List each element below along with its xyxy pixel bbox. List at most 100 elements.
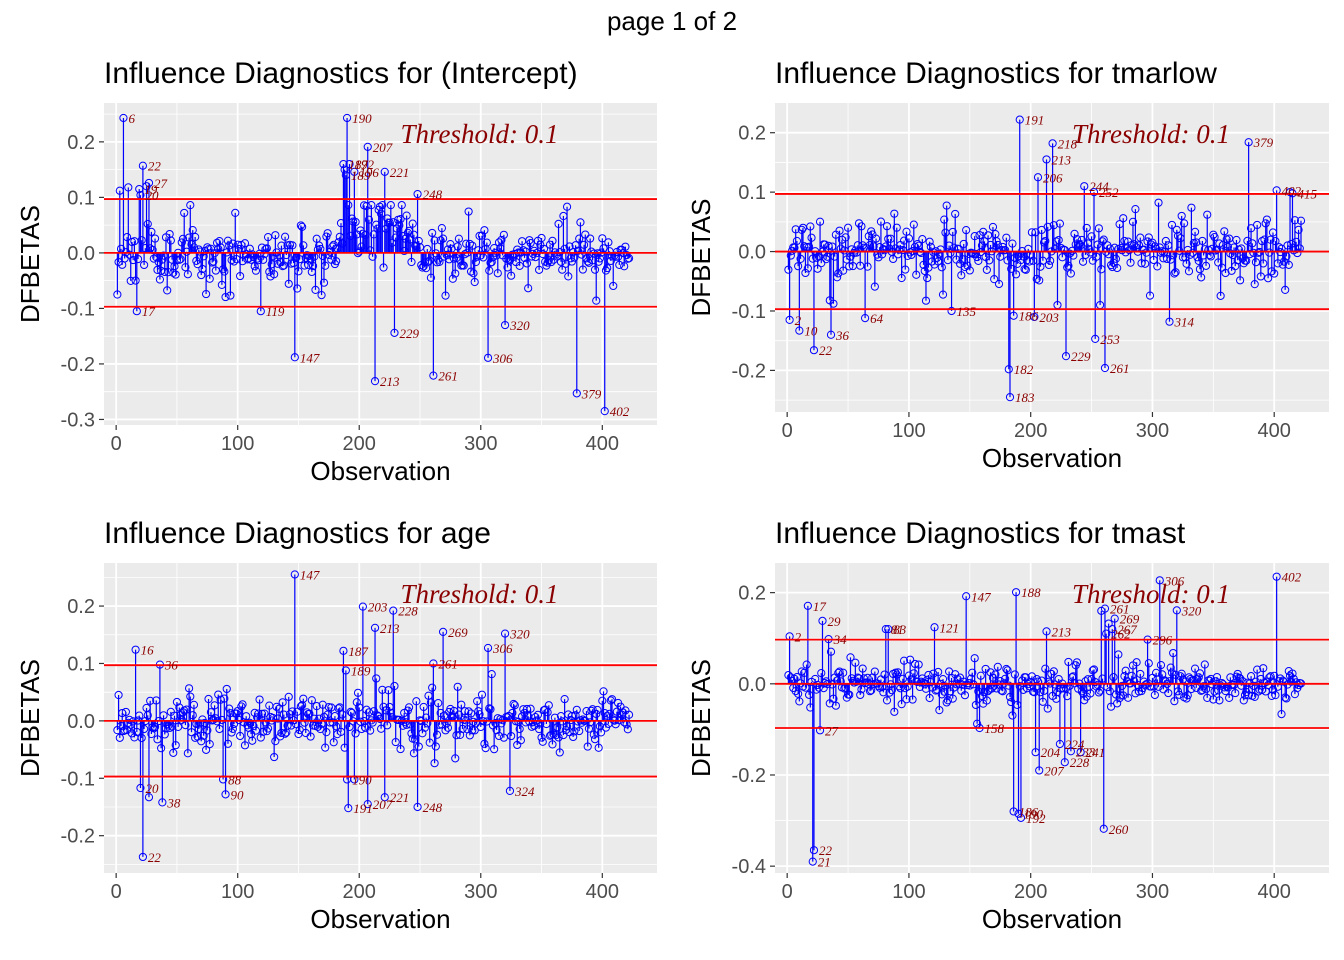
data-point [1094,688,1103,697]
data-point [615,260,624,269]
data-point [817,669,826,678]
data-point [473,697,482,706]
data-point [340,743,349,752]
data-point [277,241,286,250]
data-point [1008,711,1017,720]
point-label: 252 [1099,185,1119,200]
data-point [492,251,501,260]
data-point [854,674,864,683]
data-point [308,261,318,271]
data-point [571,241,580,250]
data-point [581,230,590,239]
data-point [1220,227,1229,236]
data-point [217,715,226,725]
data-point [1233,669,1242,679]
data-point [1238,677,1247,686]
data-point [548,236,557,245]
data-point [228,724,237,733]
data-point [1091,334,1100,344]
data-point [254,709,263,718]
data-point [1119,691,1128,700]
data-point [363,142,372,151]
point-label: 228 [1070,755,1090,770]
data-point [917,248,926,258]
threshold-annotation: Threshold: 0.1 [1072,579,1230,609]
data-point [1210,232,1219,242]
data-point [395,221,404,230]
data-point [143,711,152,720]
data-point [857,222,866,231]
data-point [332,257,341,266]
data-point [300,261,309,270]
data-point [1099,824,1108,833]
points-group [784,115,1306,402]
data-point [334,238,343,247]
data-point [271,231,280,240]
data-point [803,601,812,610]
data-point [251,266,261,275]
data-point [124,183,133,192]
data-point [1257,237,1267,246]
point-label: 229 [1071,349,1091,364]
data-point [487,257,496,267]
data-point [1001,674,1010,683]
point-label: 260 [1109,822,1129,837]
data-point [1013,700,1022,709]
data-point [1194,673,1203,682]
data-point [1081,677,1090,686]
data-point [278,262,287,271]
data-point [1262,215,1272,224]
data-point [1267,267,1276,276]
data-point [1087,232,1096,241]
data-point [1038,697,1047,706]
data-point [587,247,596,256]
data-point [288,241,297,250]
data-point [411,735,420,744]
point-label: 182 [1014,362,1034,377]
x-tick-label: 0 [782,420,793,442]
x-tick-label: 200 [343,433,376,455]
data-point [409,230,419,239]
data-point [284,279,293,288]
data-point [831,701,840,710]
data-point [1198,236,1207,246]
data-point [1049,667,1058,676]
chart-title: Influence Diagnostics for (Intercept) [104,57,578,90]
data-point [228,239,237,248]
data-point [564,272,573,281]
point-label: 17 [142,304,156,319]
data-point [930,623,939,632]
data-point [420,723,429,732]
data-point [505,786,515,796]
data-point [1187,684,1196,694]
data-point [899,236,909,245]
data-point [592,709,601,719]
point-label: 183 [1015,390,1035,405]
data-point [592,296,601,305]
data-point [974,256,983,265]
point-label: 17 [813,599,827,614]
data-point [174,722,183,731]
data-point [1183,691,1192,700]
data-point [149,724,158,733]
data-point [1169,648,1178,658]
data-point [931,686,940,695]
data-point [170,711,179,720]
data-point [835,226,844,235]
data-point [215,236,224,246]
data-point [415,243,425,252]
data-point [879,688,888,697]
data-point [197,737,206,746]
data-point [299,241,308,250]
data-point [197,270,206,280]
data-point [1114,650,1123,659]
data-point [372,674,381,683]
data-point [624,254,634,263]
x-tick-label: 0 [111,433,122,455]
data-point [925,693,934,703]
data-point [889,254,898,264]
data-point [355,703,364,712]
data-point [509,699,518,709]
point-label: 83 [893,622,907,637]
data-point [280,232,290,241]
